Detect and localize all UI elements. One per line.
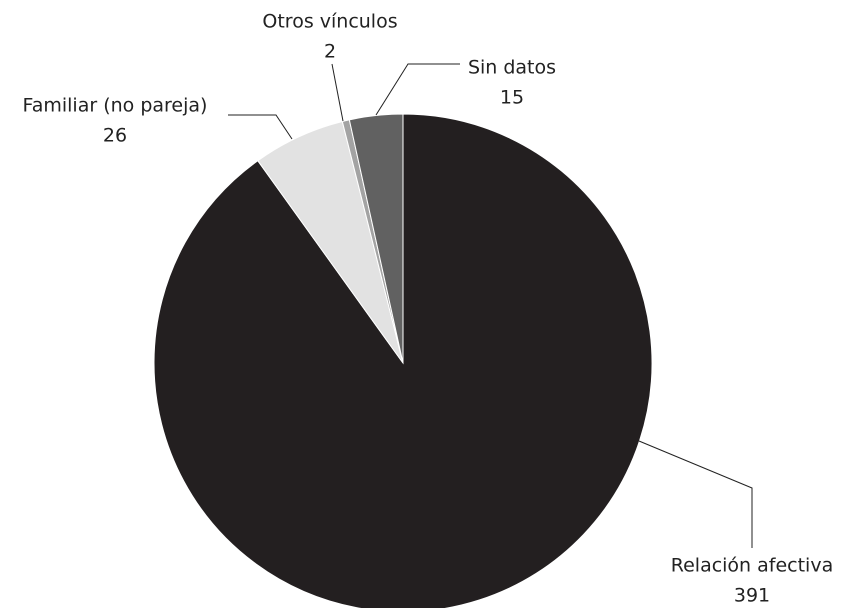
- pie-slice: [348, 113, 404, 364]
- slice-label: Relación afectiva: [671, 555, 833, 577]
- leader-line: [228, 114, 293, 140]
- slice-label: Familiar (no pareja): [23, 95, 208, 117]
- slice-value: 15: [500, 87, 524, 109]
- slice-label: Sin datos: [468, 57, 556, 79]
- slice-label: Otros vínculos: [262, 11, 397, 33]
- slice-value: 26: [103, 125, 127, 147]
- leader-line: [331, 63, 344, 122]
- slice-value: 2: [324, 41, 336, 63]
- slice-value: 391: [734, 585, 770, 607]
- leader-line: [375, 63, 460, 116]
- leader-line: [638, 440, 753, 548]
